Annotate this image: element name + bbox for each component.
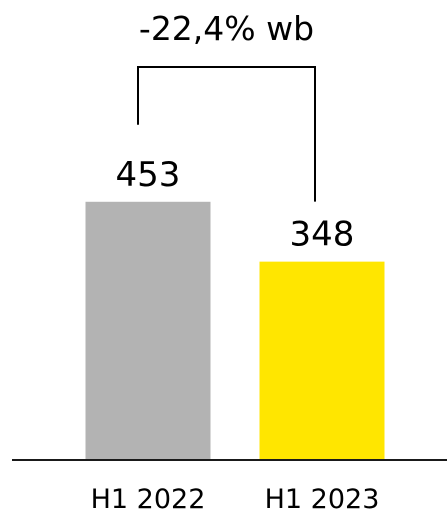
bar-1 [259, 261, 385, 460]
value-label-0: 453 [116, 155, 181, 195]
bars [85, 201, 385, 461]
x-tick-labels: H1 2022 H1 2023 [91, 484, 380, 512]
change-annotation-label: -22,4% wb [139, 9, 314, 48]
bar-0 [85, 201, 211, 461]
change-bracket [137, 66, 316, 202]
value-label-1: 348 [290, 215, 355, 255]
x-tick-label-0: H1 2022 [91, 484, 206, 512]
value-labels: 453 348 [116, 155, 355, 255]
x-tick-label-1: H1 2023 [265, 484, 380, 512]
